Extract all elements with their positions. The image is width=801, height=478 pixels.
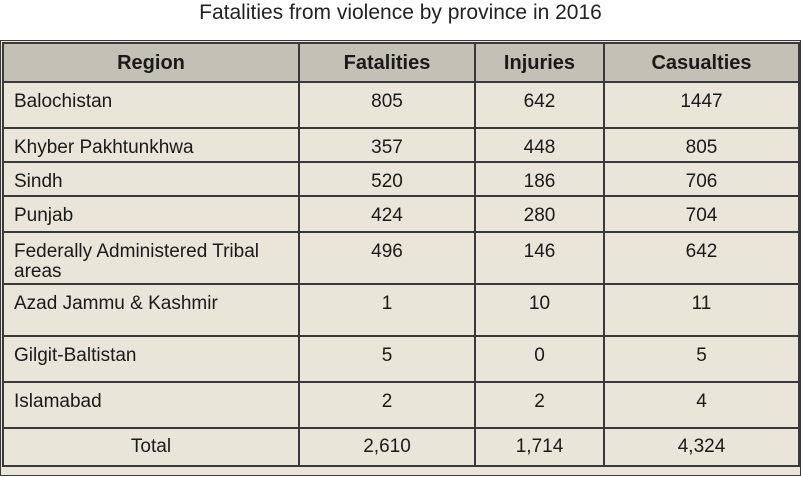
casualties-cell: 704 bbox=[603, 195, 800, 233]
fatalities-cell: 805 bbox=[298, 81, 476, 129]
table-row: Federally Administered Tribal areas 496 … bbox=[2, 231, 800, 285]
fatalities-cell: 520 bbox=[298, 161, 476, 197]
injuries-cell: 10 bbox=[474, 283, 605, 337]
table-row: Azad Jammu & Kashmir 1 10 11 bbox=[2, 283, 800, 337]
fatalities-cell: 424 bbox=[298, 195, 476, 233]
injuries-cell: 642 bbox=[474, 81, 605, 129]
fatalities-cell: 357 bbox=[298, 127, 476, 163]
region-cell: Balochistan bbox=[2, 81, 300, 129]
fatalities-cell: 496 bbox=[298, 231, 476, 285]
total-casualties: 4,324 bbox=[603, 427, 800, 467]
casualties-cell: 1447 bbox=[603, 81, 800, 129]
table-container: Region Fatalities Injuries Casualties Ba… bbox=[0, 40, 801, 476]
region-cell: Punjab bbox=[2, 195, 300, 233]
injuries-cell: 280 bbox=[474, 195, 605, 233]
header-row: Region Fatalities Injuries Casualties bbox=[2, 42, 800, 83]
casualties-cell: 805 bbox=[603, 127, 800, 163]
casualties-cell: 4 bbox=[603, 381, 800, 429]
table-row: Gilgit-Baltistan 5 0 5 bbox=[2, 335, 800, 383]
table-row: Balochistan 805 642 1447 bbox=[2, 81, 800, 129]
injuries-cell: 448 bbox=[474, 127, 605, 163]
region-cell: Azad Jammu & Kashmir bbox=[2, 283, 300, 337]
fatalities-cell: 5 bbox=[298, 335, 476, 383]
casualties-cell: 5 bbox=[603, 335, 800, 383]
table-row: Sindh 520 186 706 bbox=[2, 161, 800, 197]
region-cell: Khyber Pakhtunkhwa bbox=[2, 127, 300, 163]
injuries-cell: 2 bbox=[474, 381, 605, 429]
header-injuries: Injuries bbox=[474, 42, 605, 83]
casualties-cell: 706 bbox=[603, 161, 800, 197]
total-label: Total bbox=[2, 427, 300, 467]
header-casualties: Casualties bbox=[603, 42, 800, 83]
header-region: Region bbox=[2, 42, 300, 83]
injuries-cell: 0 bbox=[474, 335, 605, 383]
fatalities-cell: 1 bbox=[298, 283, 476, 337]
injuries-cell: 146 bbox=[474, 231, 605, 285]
casualties-cell: 642 bbox=[603, 231, 800, 285]
table-caption: Fatalities from violence by province in … bbox=[0, 0, 801, 40]
table-row: Khyber Pakhtunkhwa 357 448 805 bbox=[2, 127, 800, 163]
region-cell: Islamabad bbox=[2, 381, 300, 429]
total-fatalities: 2,610 bbox=[298, 427, 476, 467]
table-row: Punjab 424 280 704 bbox=[2, 195, 800, 233]
total-row: Total 2,610 1,714 4,324 bbox=[2, 427, 800, 467]
header-fatalities: Fatalities bbox=[298, 42, 476, 83]
total-injuries: 1,714 bbox=[474, 427, 605, 467]
casualties-table: Region Fatalities Injuries Casualties Ba… bbox=[2, 42, 800, 467]
table-row: Islamabad 2 2 4 bbox=[2, 381, 800, 429]
region-cell: Federally Administered Tribal areas bbox=[2, 231, 300, 285]
region-cell: Sindh bbox=[2, 161, 300, 197]
fatalities-cell: 2 bbox=[298, 381, 476, 429]
region-cell: Gilgit-Baltistan bbox=[2, 335, 300, 383]
casualties-cell: 11 bbox=[603, 283, 800, 337]
injuries-cell: 186 bbox=[474, 161, 605, 197]
